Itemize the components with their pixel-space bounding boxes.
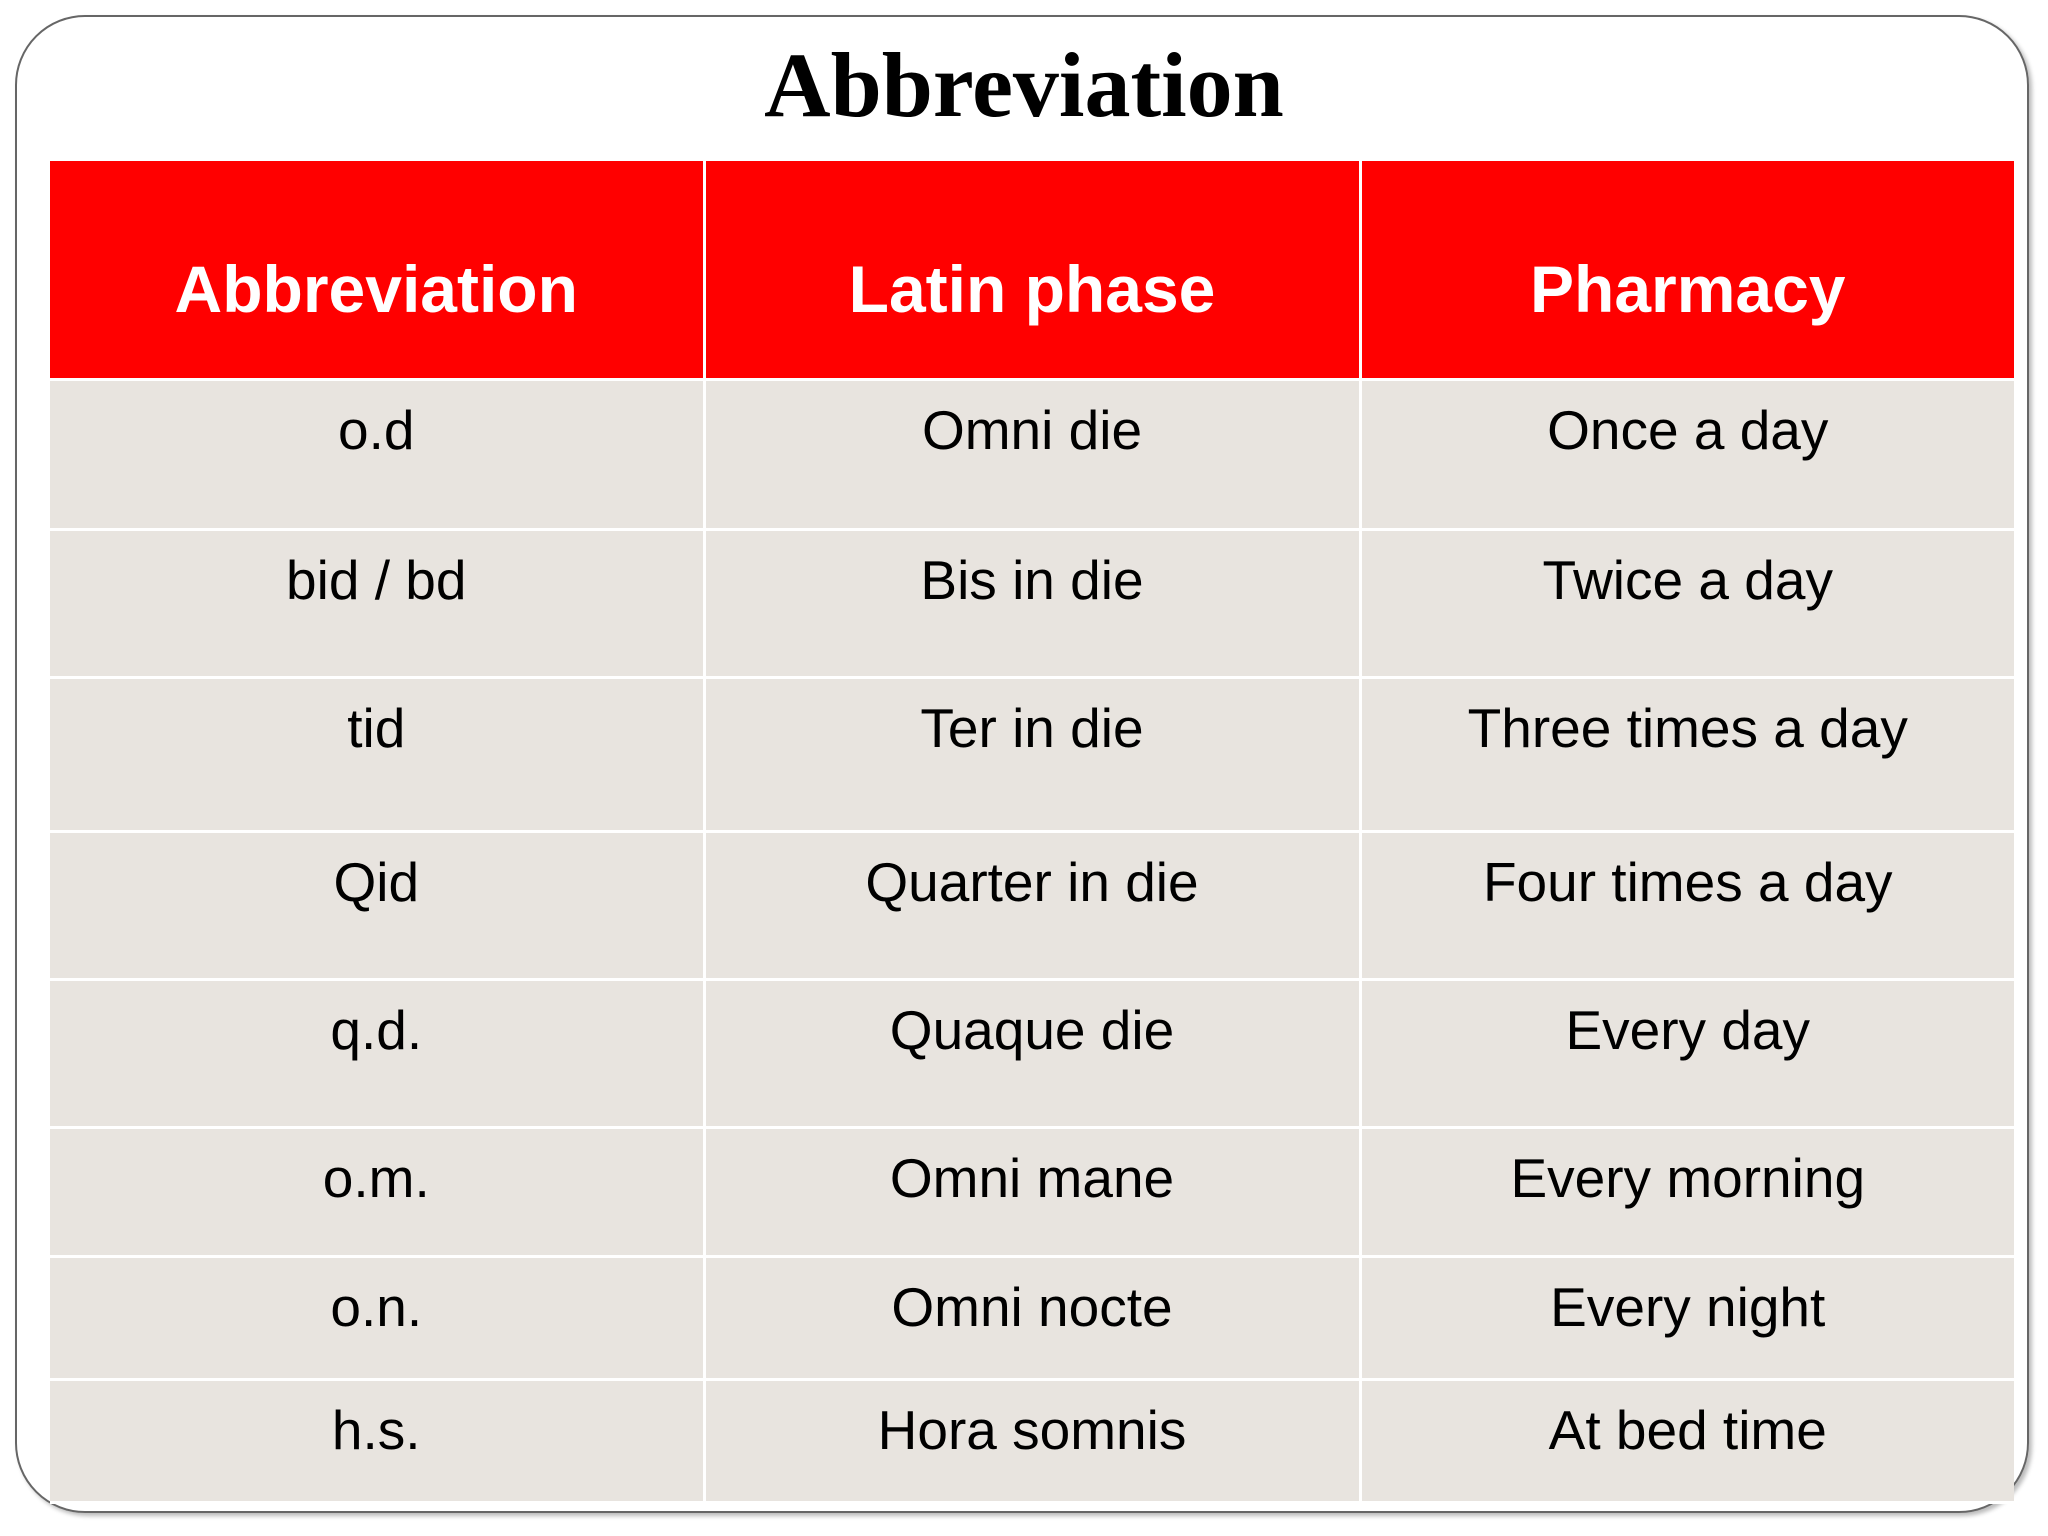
table-cell: Every morning	[1358, 1125, 2014, 1258]
table-cell: Three times a day	[1358, 675, 2014, 833]
table-cell: o.m.	[50, 1125, 706, 1258]
table-row: h.s. Hora somnis At bed time	[50, 1377, 2014, 1504]
table-cell: Omni mane	[702, 1125, 1362, 1258]
slide-title: Abbreviation	[764, 34, 1284, 136]
table-body: o.d Omni die Once a day bid / bd Bis in die T…	[50, 377, 2014, 1504]
table-row: o.n. Omni nocte Every night	[50, 1254, 2014, 1381]
table-cell: Twice a day	[1358, 527, 2014, 679]
abbreviation-table: Abbreviation Latin phase Pharmacy o.d Omni …	[50, 161, 2014, 1504]
header-cell: Abbreviation	[50, 161, 706, 381]
table-cell: Every night	[1358, 1254, 2014, 1381]
table-row: o.m. Omni mane Every morning	[50, 1125, 2014, 1258]
table-cell: Once a day	[1358, 377, 2014, 531]
table-cell: Quarter in die	[702, 829, 1362, 981]
table-cell: tid	[50, 675, 706, 833]
header-cell: Pharmacy	[1358, 161, 2014, 381]
table-cell: o.d	[50, 377, 706, 531]
table-cell: h.s.	[50, 1377, 706, 1504]
table-row: tid Ter in die Three times a day	[50, 675, 2014, 833]
table-row: bid / bd Bis in die Twice a day	[50, 527, 2014, 679]
table-cell: bid / bd	[50, 527, 706, 679]
table-cell: Every day	[1358, 977, 2014, 1129]
table-row: Qid Quarter in die Four times a day	[50, 829, 2014, 981]
header-cell: Latin phase	[702, 161, 1362, 381]
slide-frame	[15, 15, 2029, 1513]
header-row: Abbreviation Latin phase Pharmacy	[50, 161, 2014, 381]
table-cell: Hora somnis	[702, 1377, 1362, 1504]
table-cell: Quaque die	[702, 977, 1362, 1129]
table-row: o.d Omni die Once a day	[50, 377, 2014, 531]
table-cell: o.n.	[50, 1254, 706, 1381]
table-cell: q.d.	[50, 977, 706, 1129]
table-row: q.d. Quaque die Every day	[50, 977, 2014, 1129]
table-cell: Omni die	[702, 377, 1362, 531]
table-cell: Four times a day	[1358, 829, 2014, 981]
table-cell: Omni nocte	[702, 1254, 1362, 1381]
table-cell: Ter in die	[702, 675, 1362, 833]
table-cell: At bed time	[1358, 1377, 2014, 1504]
table-cell: Qid	[50, 829, 706, 981]
table-cell: Bis in die	[702, 527, 1362, 679]
